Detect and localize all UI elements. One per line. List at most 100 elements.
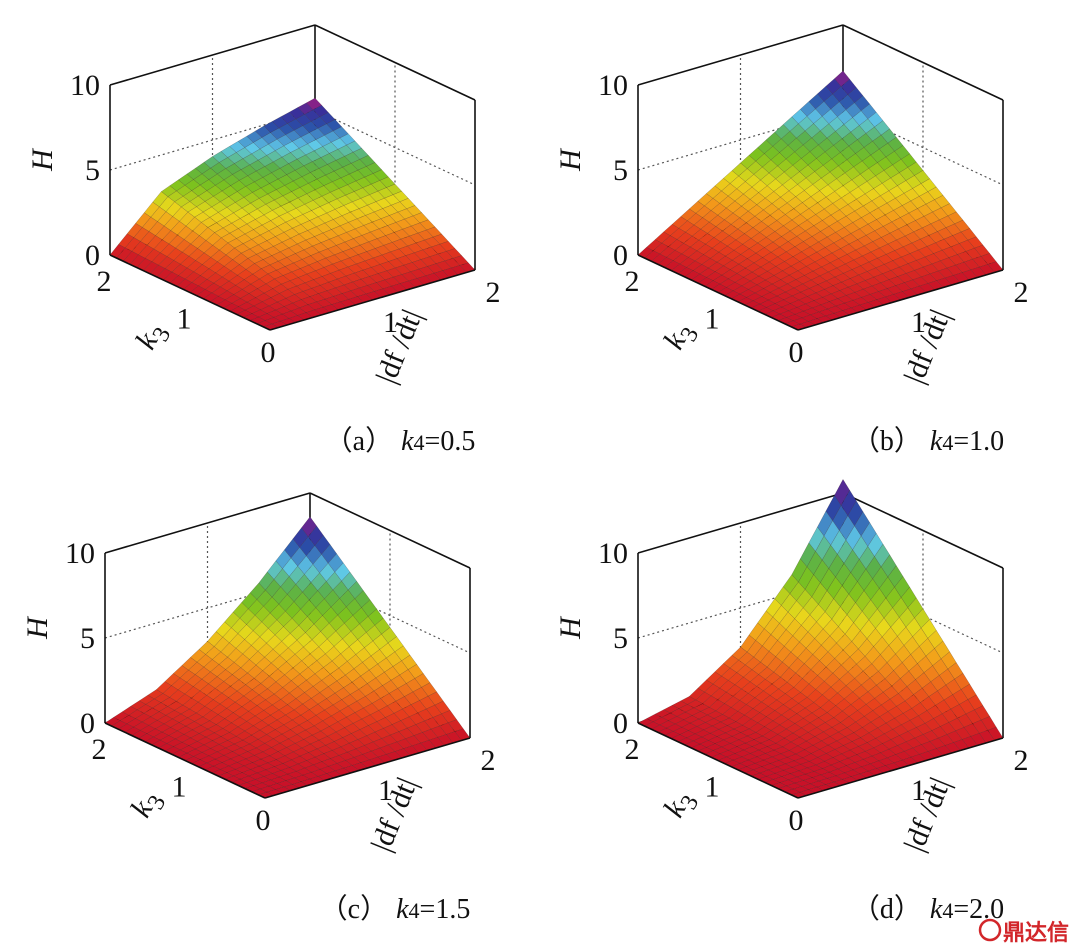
surface-patch	[917, 246, 935, 258]
surface-patch	[276, 266, 293, 276]
surface-patch	[340, 742, 357, 753]
caption: （a） k4=0.5	[325, 425, 476, 457]
surface-patch	[428, 253, 446, 264]
surface-patch	[863, 241, 880, 253]
surface-patch	[864, 188, 881, 202]
surface-patch	[430, 725, 447, 738]
surface-patch	[362, 183, 379, 196]
surface-patch	[269, 178, 286, 191]
surface-patch	[880, 698, 897, 712]
z-tick-label: 0	[613, 707, 628, 740]
surface-patch	[301, 255, 318, 266]
surface-patch	[890, 172, 907, 187]
surface-patch	[337, 606, 354, 624]
surface-patch	[940, 203, 957, 217]
surface-patch	[197, 694, 214, 707]
surface-patch	[262, 172, 279, 184]
surface-patch	[833, 585, 850, 608]
surface-patch	[312, 104, 329, 118]
surface-patch	[258, 688, 275, 701]
surface-patch	[325, 170, 342, 183]
surface-patch	[940, 651, 957, 670]
surface-patch	[823, 203, 840, 216]
surface-patch	[362, 750, 379, 761]
surface-patch	[306, 673, 323, 687]
surface-patch	[303, 639, 320, 655]
caption-sub: 4	[942, 898, 953, 923]
x-tick-label: 0	[256, 804, 271, 837]
surface-patch	[785, 151, 802, 166]
surface-patch	[830, 679, 847, 694]
surface-patch	[896, 235, 913, 248]
surface-patch	[201, 748, 218, 757]
surface-patch	[278, 704, 295, 716]
surface-patch	[933, 249, 950, 262]
surface-patch	[400, 235, 417, 247]
surface-patch	[194, 161, 212, 175]
surface-patch	[167, 701, 184, 711]
surface-patch	[806, 764, 824, 772]
surface-patch	[845, 210, 862, 223]
surface-patch	[329, 667, 346, 682]
surface-patch	[932, 207, 949, 221]
surface-patch	[370, 649, 387, 665]
surface-patch	[862, 200, 879, 214]
surface-patch	[327, 553, 344, 573]
surface-patch	[314, 753, 331, 762]
surface-patch	[275, 306, 292, 315]
surface-patch	[189, 195, 206, 208]
surface-patch	[703, 725, 720, 734]
surface-patch	[742, 238, 759, 250]
surface-patch	[430, 243, 447, 255]
surface-patch	[397, 208, 414, 220]
surface-patch	[342, 733, 359, 744]
surface-patch	[836, 633, 853, 651]
surface-patch	[177, 681, 194, 695]
surface-patch	[780, 593, 797, 613]
surface-patch	[286, 653, 303, 669]
surface-patch	[822, 158, 839, 173]
surface-patch	[829, 731, 846, 742]
surface-patch	[398, 727, 415, 740]
x-tick-label: 1	[911, 774, 926, 807]
surface-patch	[889, 693, 906, 707]
surface-patch	[904, 231, 921, 244]
axis-edge	[797, 269, 1004, 331]
surface-patch	[858, 638, 874, 657]
surface-patch	[815, 208, 832, 221]
surface-patch	[226, 202, 243, 214]
surface-patch	[912, 183, 929, 197]
surface-patch	[267, 759, 284, 767]
surface-patch	[357, 632, 374, 649]
surface-patch	[963, 723, 980, 737]
surface-patch	[276, 714, 293, 726]
surface-patch	[259, 230, 276, 241]
surface-patch	[368, 238, 385, 249]
surface-patch	[280, 692, 297, 706]
surface-patch	[297, 679, 314, 693]
surface-patch	[813, 559, 830, 584]
grid-line	[637, 577, 1004, 654]
surface-patch	[895, 645, 912, 663]
surface-patch	[300, 599, 317, 617]
caption-value: =2.0	[953, 894, 1004, 925]
surface-patch	[291, 136, 308, 149]
surface-patch	[823, 672, 840, 688]
surface-patch	[395, 218, 412, 230]
surface-patch	[322, 715, 339, 727]
surface-patch	[319, 562, 336, 582]
surface-patch	[138, 244, 155, 259]
surface-patch	[289, 197, 306, 209]
surface-patch	[832, 86, 849, 103]
surface-patch	[768, 734, 785, 744]
surface-patch	[255, 166, 272, 178]
surface-patch	[251, 683, 268, 696]
caption: （d） k4=2.0	[852, 893, 1004, 925]
surface-patch	[850, 125, 867, 141]
surface-patch	[907, 260, 924, 271]
surface-patch	[858, 181, 874, 195]
surface-patch	[306, 756, 323, 766]
surface-patch	[805, 638, 822, 655]
surface-patch	[873, 182, 890, 197]
